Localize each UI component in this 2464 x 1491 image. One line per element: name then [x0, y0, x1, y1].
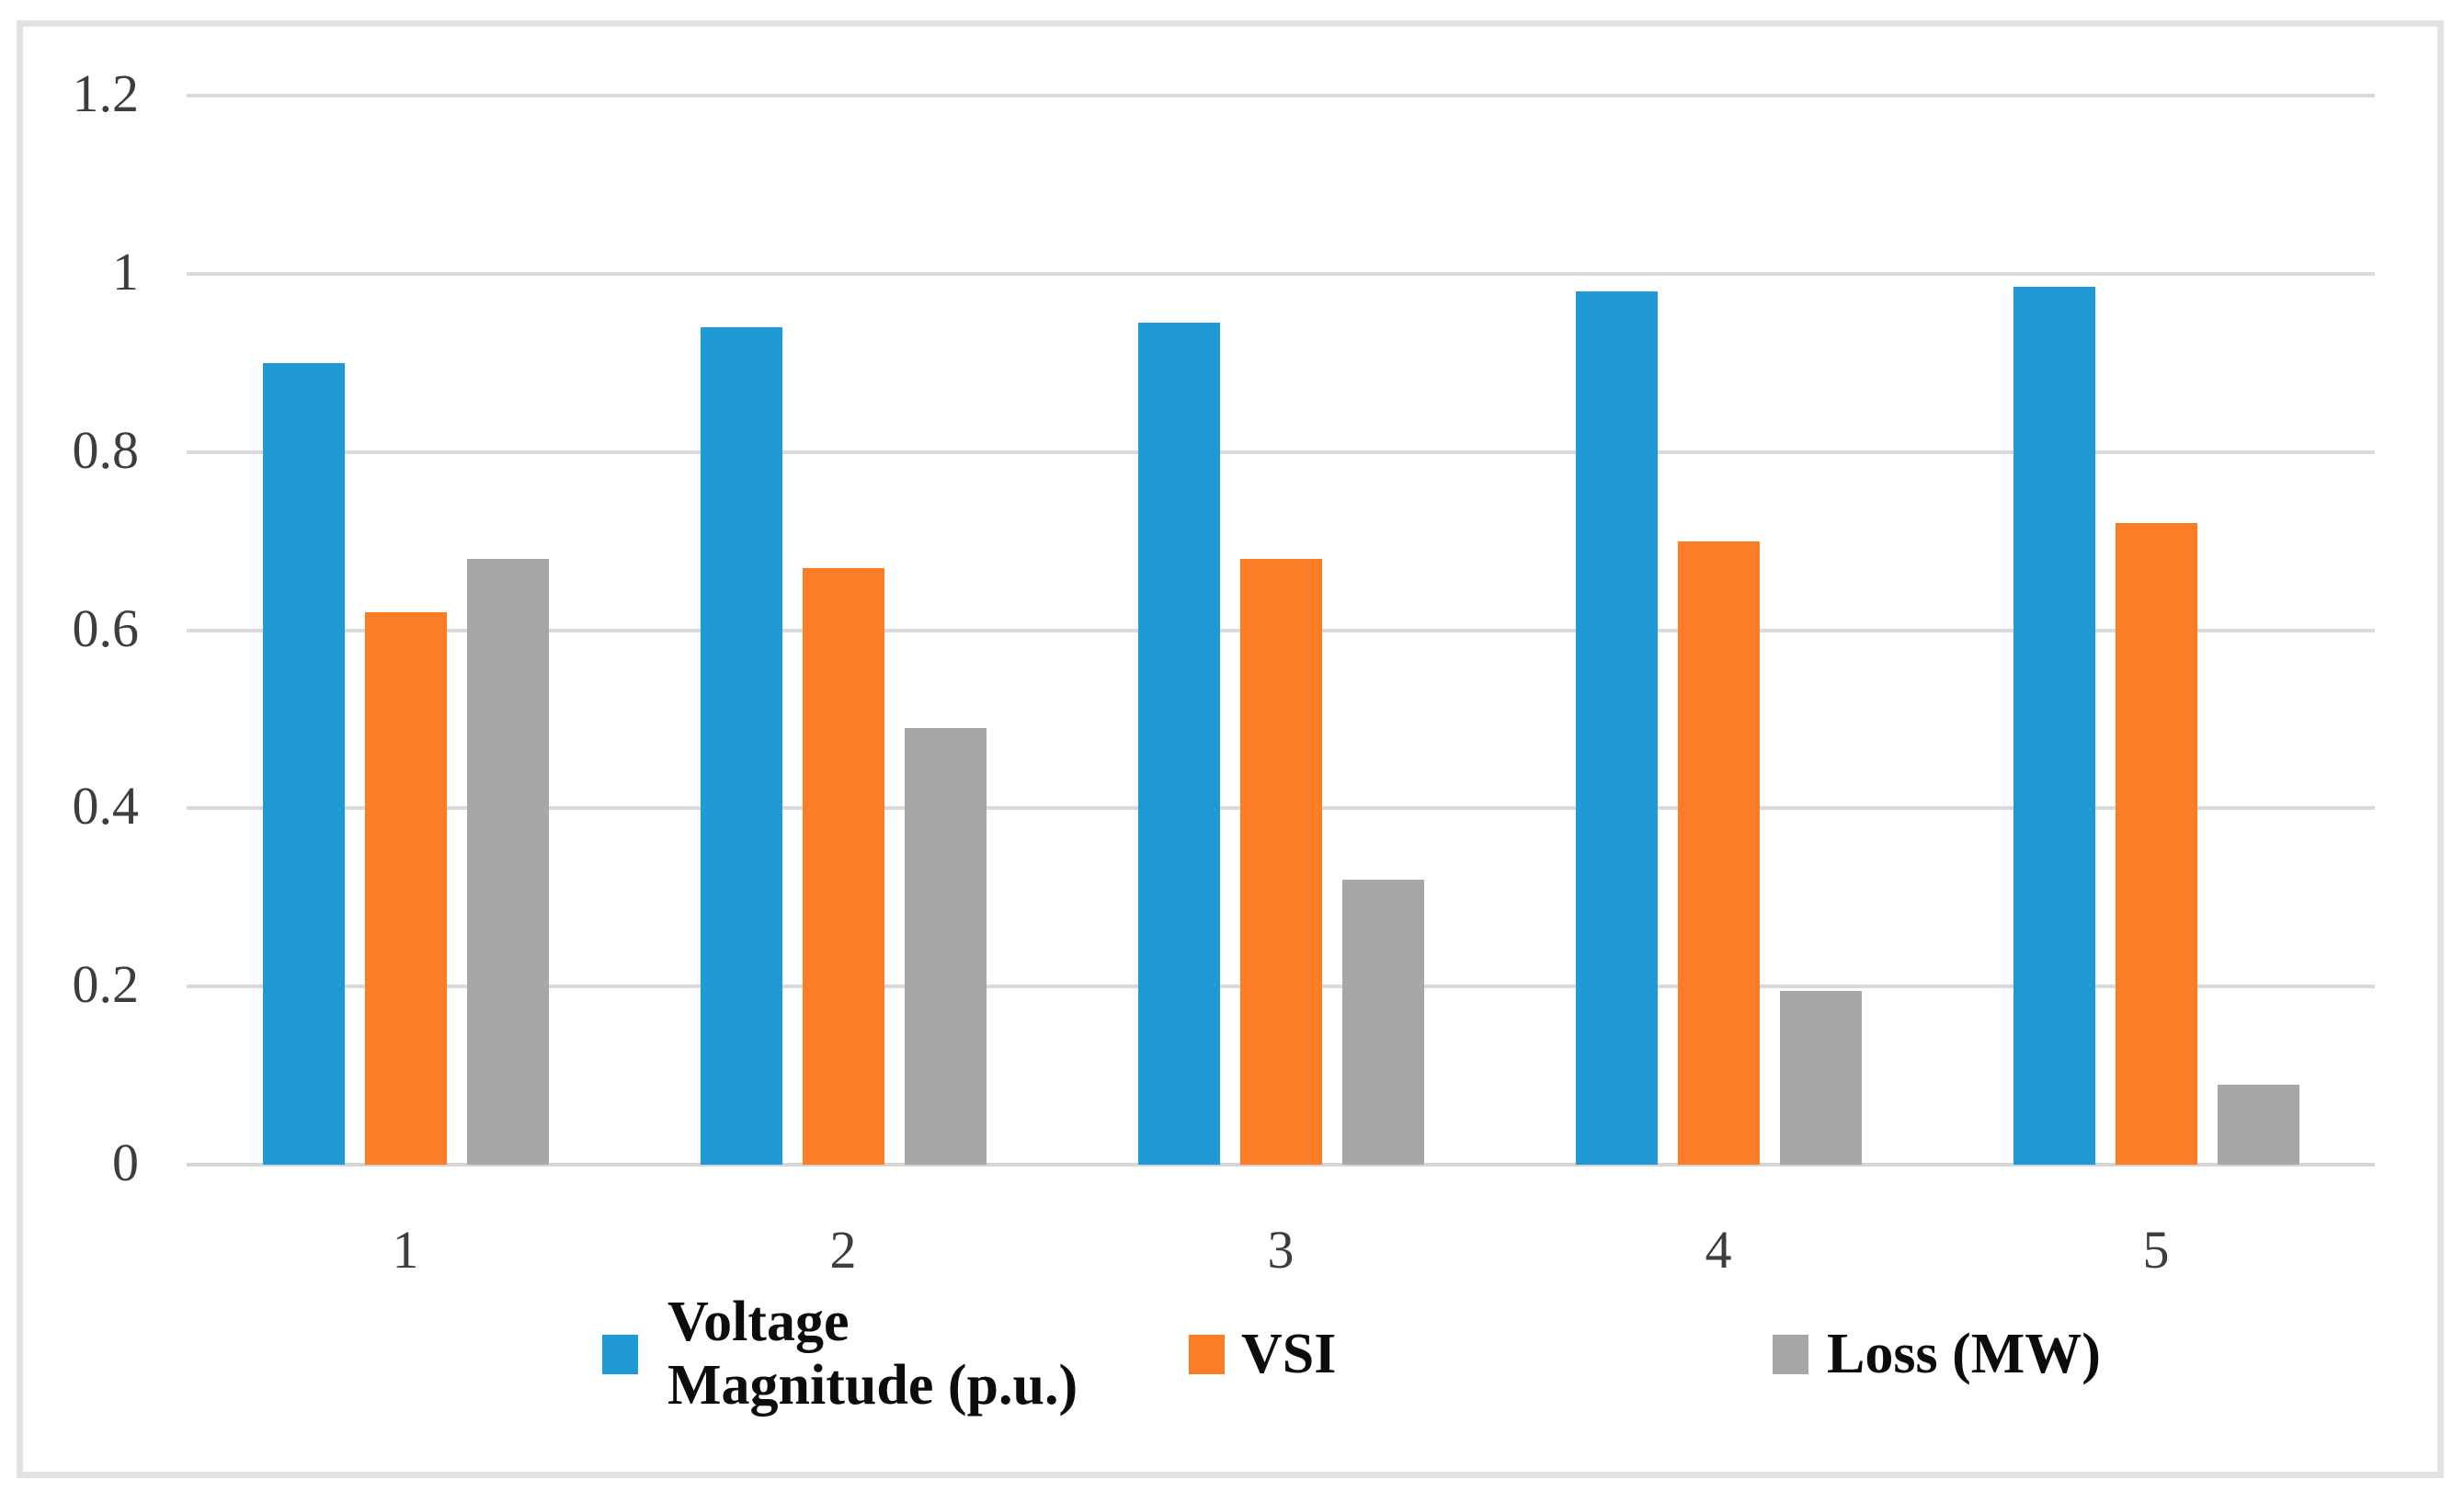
legend-item-loss-mw: Loss (MW)	[1773, 1323, 2101, 1386]
x-tick-label-5: 5	[2142, 1220, 2170, 1280]
x-tick-label-2: 2	[829, 1220, 857, 1280]
gridline-y-0	[187, 1163, 2375, 1167]
gridline-y-1.2	[187, 94, 2375, 97]
x-tick-label-4: 4	[1705, 1220, 1732, 1280]
x-axis: 1 2 3 4 5	[187, 1216, 2375, 1284]
y-tick-label: 0.8	[72, 419, 140, 480]
x-tick-label-3: 3	[1267, 1220, 1295, 1280]
chart-frame: 1.2 1 0.8 0.6 0.4 0.2 0 1 2 3 4 5 Voltage Magnitud…	[17, 20, 2444, 1478]
legend-swatch-icon	[602, 1334, 638, 1374]
bar-group-1	[187, 96, 624, 1165]
y-tick-label: 1	[112, 241, 139, 302]
bar-loss-mw-cat-1	[466, 558, 549, 1165]
y-tick-label: 0.4	[72, 776, 140, 837]
y-tick-label: 0.2	[72, 954, 140, 1015]
legend-label: Voltage Magnitude (p.u.)	[667, 1291, 1078, 1417]
bar-loss-mw-cat-3	[1341, 879, 1424, 1165]
bar-voltage-magnitude-p-u-cat-2	[700, 326, 782, 1165]
y-tick-label: 1.2	[72, 63, 140, 123]
legend-label: VSI	[1241, 1323, 1337, 1385]
bar-loss-mw-cat-5	[2217, 1084, 2299, 1165]
bar-loss-mw-cat-4	[1779, 991, 1862, 1165]
bar-vsi-cat-3	[1239, 558, 1322, 1165]
plot-area	[187, 94, 2375, 1167]
bar-group-4	[1500, 96, 1937, 1165]
bar-group-2	[624, 96, 1062, 1165]
bar-vsi-cat-2	[802, 567, 884, 1165]
gridline-y-0.8	[187, 450, 2375, 454]
legend-label: Loss (MW)	[1827, 1323, 2101, 1385]
bar-voltage-magnitude-p-u-cat-4	[1575, 291, 1658, 1165]
y-tick-label: 0.6	[72, 598, 140, 658]
bar-group-3	[1062, 96, 1500, 1165]
x-tick-label-1: 1	[392, 1220, 419, 1280]
gridline-y-1	[187, 271, 2375, 276]
y-tick-label: 0	[112, 1132, 139, 1192]
bar-vsi-cat-1	[364, 612, 447, 1165]
bar-voltage-magnitude-p-u-cat-1	[262, 362, 345, 1165]
legend-item-vsi: VSI	[1189, 1323, 1336, 1386]
bar-vsi-cat-4	[1677, 541, 1760, 1165]
bar-loss-mw-cat-2	[904, 728, 987, 1165]
legend-item-voltage-magnitude-p-u: Voltage Magnitude (p.u.)	[602, 1291, 1078, 1417]
bar-group-5	[1937, 96, 2375, 1165]
bar-groups	[187, 96, 2375, 1165]
bar-voltage-magnitude-p-u-cat-5	[2013, 287, 2095, 1165]
legend-swatch-icon	[1773, 1335, 1808, 1374]
legend-swatch-icon	[1189, 1335, 1225, 1374]
bar-voltage-magnitude-p-u-cat-3	[1137, 323, 1220, 1165]
y-axis: 1.2 1 0.8 0.6 0.4 0.2 0	[23, 63, 140, 1192]
bar-vsi-cat-5	[2115, 523, 2197, 1165]
